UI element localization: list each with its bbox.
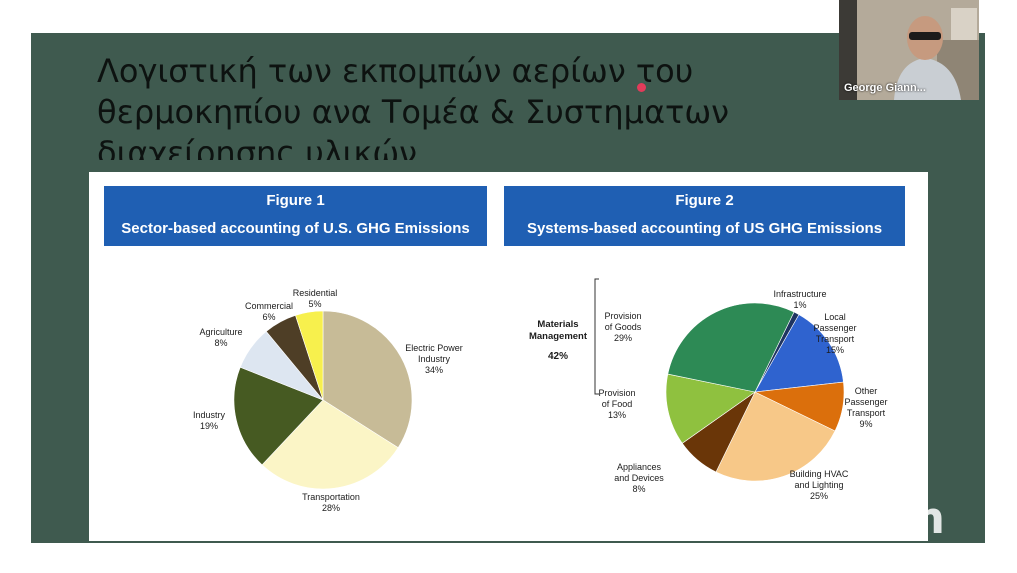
slice-value-transportation: 28% [322, 503, 340, 513]
slice-label-other-passenger-transport: Other [855, 386, 878, 396]
participant-name: George Giann... [844, 82, 926, 94]
laser-pointer-dot [637, 83, 646, 92]
pie-chart-systems [665, 302, 845, 482]
slice-label-provision-of-goods: of Goods [605, 322, 642, 332]
slice-label-commercial: Commercial [245, 301, 293, 311]
slice-label-residential: Residential [293, 288, 338, 298]
mm-label-line1: Materials [537, 319, 578, 330]
slice-label-appliances-and-devices: Appliances [617, 462, 662, 472]
slice-value-local-passenger-transport: 15% [826, 345, 844, 355]
materials-management-group: Materials Management 42% [529, 278, 599, 395]
slice-value-agriculture: 8% [214, 338, 227, 348]
slice-label-agriculture: Agriculture [199, 327, 242, 337]
figure2-title: Systems-based accounting of US GHG Emiss… [526, 220, 883, 237]
pie-slice-electric-power-industry [322, 310, 413, 449]
slice-value-electric-power-industry: 34% [425, 365, 443, 375]
figure1-label: Figure 1 [266, 192, 325, 209]
webcam-scene [839, 0, 979, 100]
slice-value-building-hvac-and-lighting: 25% [810, 491, 828, 501]
slice-value-appliances-and-devices: 8% [632, 484, 645, 494]
pie-chart-sector [233, 310, 413, 490]
charts-svg: Electric PowerIndustry34%Transportation2… [193, 278, 888, 513]
slice-value-residential: 5% [308, 299, 321, 309]
figure1-title: Sector-based accounting of U.S. GHG Emis… [121, 220, 470, 237]
pie-slice-local-passenger-transport [754, 314, 844, 393]
slice-value-industry: 19% [200, 421, 218, 431]
slice-label-provision-of-food: Provision [598, 388, 635, 398]
figure1-header: Figure 1 Sector-based accounting of U.S.… [104, 186, 487, 246]
slice-label-building-hvac-and-lighting: and Lighting [794, 480, 843, 490]
slice-label-electric-power-industry: Electric Power [405, 343, 463, 353]
pie-slice-industry [233, 366, 324, 466]
slide: Λογιστική των εκπομπών αερίων του θερμοκ… [31, 33, 985, 543]
pie-slice-residential [295, 310, 324, 401]
slice-label-local-passenger-transport: Transport [816, 334, 855, 344]
pie-slice-provision-of-food [665, 373, 756, 444]
pie-slice-building-hvac-and-lighting [715, 391, 836, 482]
slice-value-provision-of-goods: 29% [614, 333, 632, 343]
slice-label-other-passenger-transport: Passenger [844, 397, 887, 407]
slice-label-local-passenger-transport: Local [824, 312, 846, 322]
title-line-1: Λογιστική των εκπομπών αερίων του [97, 52, 694, 90]
slice-label-appliances-and-devices: and Devices [614, 473, 664, 483]
slice-label-electric-power-industry: Industry [418, 354, 451, 364]
slice-label-building-hvac-and-lighting: Building HVAC [790, 469, 849, 479]
figure-panel: Figure 1 Sector-based accounting of U.S.… [89, 172, 928, 541]
figure2-label: Figure 2 [675, 192, 734, 209]
slice-label-industry: Industry [193, 410, 226, 420]
mm-value: 42% [548, 351, 568, 362]
slice-label-transportation: Transportation [302, 492, 360, 502]
title-line-2: θερμοκηπίου ανα Τομέα & Συστηματων [97, 93, 729, 131]
slide-title: Λογιστική των εκπομπών αερίων του θερμοκ… [97, 51, 817, 160]
pie-slice-provision-of-goods [667, 302, 795, 393]
slice-label-local-passenger-transport: Passenger [813, 323, 856, 333]
slice-label-other-passenger-transport: Transport [847, 408, 886, 418]
slice-label-provision-of-food: of Food [602, 399, 633, 409]
title-line-3: διαχείρησης υλικών. [97, 134, 428, 160]
slice-label-infrastructure: Infrastructure [773, 289, 826, 299]
slice-value-infrastructure: 1% [793, 300, 806, 310]
mm-label-line2: Management [529, 331, 588, 342]
slice-value-other-passenger-transport: 9% [859, 419, 872, 429]
figure2-header: Figure 2 Systems-based accounting of US … [504, 186, 905, 246]
pie1-labels: Electric PowerIndustry34%Transportation2… [193, 288, 463, 513]
slice-value-commercial: 6% [262, 312, 275, 322]
pie2-labels: Infrastructure1%LocalPassengerTransport1… [598, 289, 887, 501]
zoom-watermark: zoom [816, 493, 945, 544]
webcam-thumbnail[interactable]: George Giann... [839, 0, 979, 100]
pie-slice-transportation [261, 399, 399, 490]
slice-label-provision-of-goods: Provision [604, 311, 641, 321]
slice-value-provision-of-food: 13% [608, 410, 626, 420]
